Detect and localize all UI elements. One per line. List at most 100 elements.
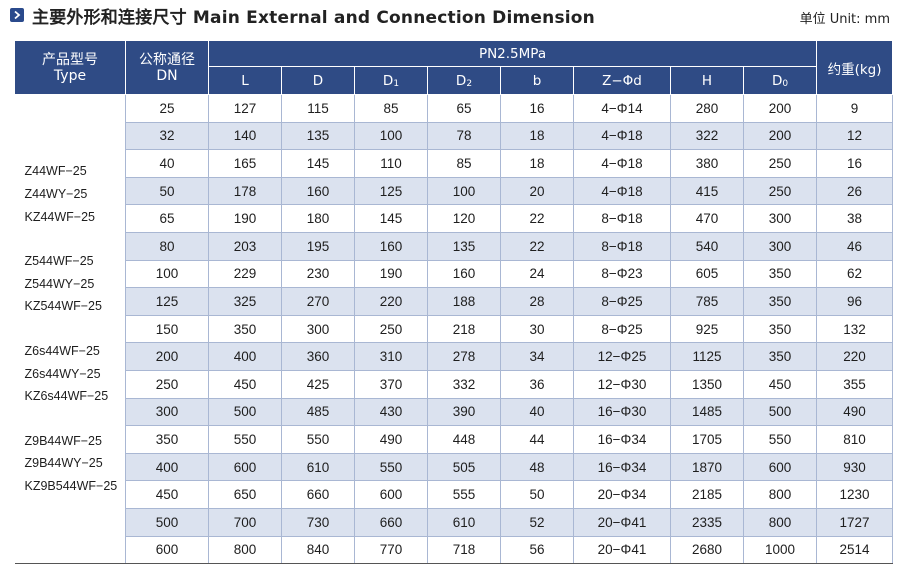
table-cell: 350 — [743, 260, 818, 289]
table-header: 产品型号 Type 公称通径 DN PN2.5MPa 约重(kg) L D D1 D2… — [14, 40, 894, 95]
table-row: 100 229 230 190 160 24 8−Φ23 605 350 62 — [15, 260, 894, 289]
table-cell: 16 — [816, 149, 894, 178]
table-cell: 16−Φ30 — [573, 398, 671, 427]
table-cell: 350 — [743, 287, 818, 316]
table-cell: 52 — [500, 508, 574, 537]
table-cell: 34 — [500, 342, 574, 371]
table-row: 80 203 195 160 135 22 8−Φ18 540 300 46 — [15, 232, 894, 261]
type-group: Z6s44WF−25 Z6s44WY−25 KZ6s44WF−25 — [25, 340, 126, 408]
table-cell: 415 — [670, 177, 744, 206]
table-cell: 1870 — [670, 453, 744, 482]
table-cell: 425 — [281, 370, 355, 399]
table-row: 400 600 610 550 505 48 16−Φ34 1870 600 930 — [15, 453, 894, 482]
table-cell: 810 — [816, 425, 894, 454]
table-cell: 1125 — [670, 342, 744, 371]
table-cell: 660 — [354, 508, 428, 537]
table-cell: 800 — [208, 536, 282, 564]
table-cell: 160 — [354, 232, 428, 261]
table-cell: 605 — [670, 260, 744, 289]
table-cell: 332 — [427, 370, 501, 399]
table-cell: 180 — [281, 204, 355, 233]
table-row: 500 700 730 660 610 52 20−Φ41 2335 800 1727 — [15, 508, 894, 537]
table-cell: 300 — [281, 315, 355, 344]
table-cell: 135 — [427, 232, 501, 261]
table-cell: 115 — [281, 94, 355, 123]
table-cell: 350 — [208, 315, 282, 344]
table-cell: 125 — [125, 287, 209, 316]
table-cell: 448 — [427, 425, 501, 454]
table-cell: 30 — [500, 315, 574, 344]
table-cell: 200 — [125, 342, 209, 371]
table-cell: 718 — [427, 536, 501, 564]
table-cell: 250 — [743, 149, 818, 178]
table-cell: 1485 — [670, 398, 744, 427]
table-cell: 450 — [125, 480, 209, 509]
table-cell: 1727 — [816, 508, 894, 537]
table-cell: 26 — [816, 177, 894, 206]
table-cell: 200 — [743, 94, 818, 123]
table-cell: 730 — [281, 508, 355, 537]
table-cell: 800 — [743, 508, 818, 537]
table-cell: 190 — [354, 260, 428, 289]
table-cell: 135 — [281, 122, 355, 151]
table-cell: 500 — [743, 398, 818, 427]
table-cell: 322 — [670, 122, 744, 151]
table-cell: 8−Φ25 — [573, 315, 671, 344]
table-cell: 360 — [281, 342, 355, 371]
type-column-header: 产品型号 Type — [14, 40, 126, 95]
col-d0-header: D0 — [742, 66, 818, 95]
table-row: 600 800 840 770 718 56 20−Φ41 2680 1000 2514 — [15, 536, 894, 564]
table-cell: 4−Φ18 — [573, 149, 671, 178]
type-model: KZ544WF−25 — [24, 299, 102, 314]
table-cell: 1000 — [743, 536, 818, 564]
table-cell: 770 — [354, 536, 428, 564]
table-cell: 132 — [816, 315, 894, 344]
table-cell: 9 — [816, 94, 894, 123]
pressure-header: PN2.5MPa — [207, 40, 818, 67]
type-model: Z9B44WF−25 — [24, 433, 102, 448]
table-cell: 50 — [125, 177, 209, 206]
table-cell: 220 — [354, 287, 428, 316]
table-cell: 310 — [354, 342, 428, 371]
table-row: 65 190 180 145 120 22 8−Φ18 470 300 38 — [15, 204, 894, 233]
table-cell: 785 — [670, 287, 744, 316]
col-d2-header: D2 — [427, 66, 501, 95]
table-cell: 22 — [500, 232, 574, 261]
table-cell: 555 — [427, 480, 501, 509]
table-cell: 220 — [816, 342, 894, 371]
table-cell: 650 — [208, 480, 282, 509]
table-cell: 160 — [427, 260, 501, 289]
table-cell: 610 — [281, 453, 355, 482]
table-cell: 250 — [354, 315, 428, 344]
table-cell: 430 — [354, 398, 428, 427]
type-group: Z44WF−25 Z44WY−25 KZ44WF−25 — [25, 160, 126, 228]
table-cell: 230 — [281, 260, 355, 289]
table-cell: 96 — [816, 287, 894, 316]
table-row: 350 550 550 490 448 44 16−Φ34 1705 550 810 — [15, 425, 894, 454]
type-model: KZ9B544WF−25 — [24, 479, 118, 494]
table-cell: 300 — [743, 204, 818, 233]
table-cell: 24 — [500, 260, 574, 289]
col-d-header: D — [281, 66, 355, 95]
table-cell: 325 — [208, 287, 282, 316]
col-d1-header: D1 — [354, 66, 428, 95]
table-cell: 40 — [500, 398, 574, 427]
table-cell: 4−Φ18 — [573, 177, 671, 206]
table-cell: 355 — [816, 370, 894, 399]
table-cell: 16−Φ34 — [573, 453, 671, 482]
table-row: 450 650 660 600 555 50 20−Φ34 2185 800 1230 — [15, 480, 894, 509]
type-model: Z44WY−25 — [24, 187, 88, 202]
table-cell: 32 — [125, 122, 209, 151]
table-cell: 100 — [125, 260, 209, 289]
table-cell: 218 — [427, 315, 501, 344]
table-cell: 280 — [670, 94, 744, 123]
type-header-en: Type — [53, 67, 87, 84]
table-cell: 40 — [125, 149, 209, 178]
table-row: 200 400 360 310 278 34 12−Φ25 1125 350 220 — [15, 342, 894, 371]
table-cell: 20 — [500, 177, 574, 206]
table-cell: 100 — [354, 122, 428, 151]
dimension-table: 产品型号 Type 公称通径 DN PN2.5MPa 约重(kg) L D D1 D2… — [14, 40, 894, 564]
table-cell: 85 — [427, 149, 501, 178]
dn-column-header: 公称通径 DN — [125, 40, 209, 95]
table-cell: 20−Φ41 — [573, 508, 671, 537]
